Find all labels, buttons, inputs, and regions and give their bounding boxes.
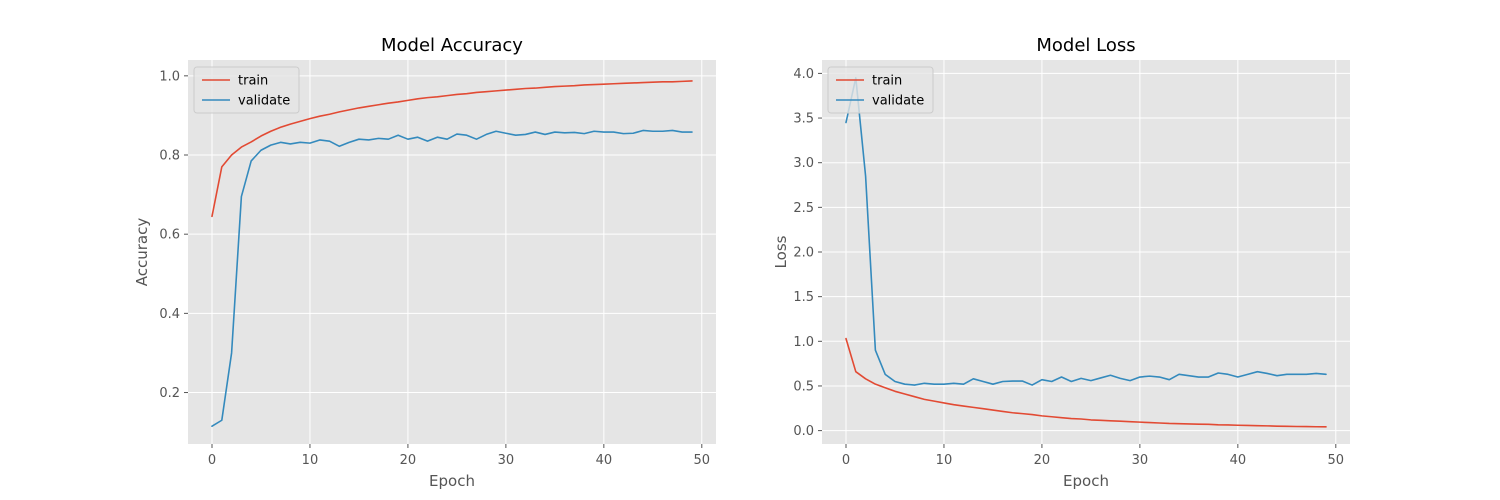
x-axis-label: Epoch <box>1063 472 1109 490</box>
chart-title: Model Accuracy <box>381 35 523 56</box>
y-tick-label: 0.0 <box>793 424 814 439</box>
y-tick-label: 1.5 <box>793 290 814 305</box>
legend-box <box>193 66 300 114</box>
x-tick-label: 10 <box>302 453 319 468</box>
chart-title: Model Loss <box>1036 35 1135 56</box>
x-tick-label: 20 <box>1034 453 1051 468</box>
y-tick-label: 1.0 <box>793 335 814 350</box>
y-tick-label: 4.0 <box>793 67 814 82</box>
x-tick-label: 50 <box>1328 453 1345 468</box>
x-tick-label: 40 <box>1230 453 1247 468</box>
x-tick-label: 30 <box>498 453 515 468</box>
legend: train validate <box>193 66 300 114</box>
y-tick-label: 3.5 <box>793 112 814 127</box>
legend-label-validate: validate <box>238 94 290 109</box>
y-tick-label: 0.2 <box>159 386 180 401</box>
series-line-train <box>211 80 693 218</box>
y-axis-label: Accuracy <box>133 218 151 287</box>
y-axis-label: Loss <box>772 235 790 268</box>
x-tick-label: 20 <box>400 453 417 468</box>
x-tick-label: 10 <box>936 453 953 468</box>
y-tick-label: 2.0 <box>793 246 814 261</box>
series-line-train <box>845 337 1327 428</box>
y-tick-label: 0.5 <box>793 379 814 394</box>
series-line-validate <box>845 77 1327 386</box>
y-tick-label: 0.4 <box>159 307 180 322</box>
x-tick-label: 40 <box>596 453 613 468</box>
x-tick-label: 0 <box>208 453 216 468</box>
x-tick-label: 30 <box>1132 453 1149 468</box>
y-tick-label: 0.6 <box>159 228 180 243</box>
x-axis-label: Epoch <box>429 472 475 490</box>
y-tick-label: 0.8 <box>159 149 180 164</box>
accuracy-chart: 0 10 20 30 40 50 0.2 0.4 0.6 0.8 1.0 Model Accuracy… <box>133 35 716 490</box>
plot-area <box>188 60 716 444</box>
legend-box <box>827 66 934 114</box>
legend-label-train: train <box>872 74 902 89</box>
x-tick-label: 0 <box>842 453 850 468</box>
y-tick-label: 3.0 <box>793 156 814 171</box>
legend-label-validate: validate <box>872 94 924 109</box>
y-tick-label: 2.5 <box>793 201 814 216</box>
legend: train validate <box>827 66 934 114</box>
x-tick-label: 50 <box>694 453 711 468</box>
legend-label-train: train <box>238 74 268 89</box>
loss-chart: 0 10 20 30 40 50 0.0 0.5 1.0 1.5 2.0 2.5 3.0 3.5 4.0 Mo… <box>772 35 1350 490</box>
y-tick-label: 1.0 <box>159 69 180 84</box>
series-line-validate <box>211 129 693 427</box>
